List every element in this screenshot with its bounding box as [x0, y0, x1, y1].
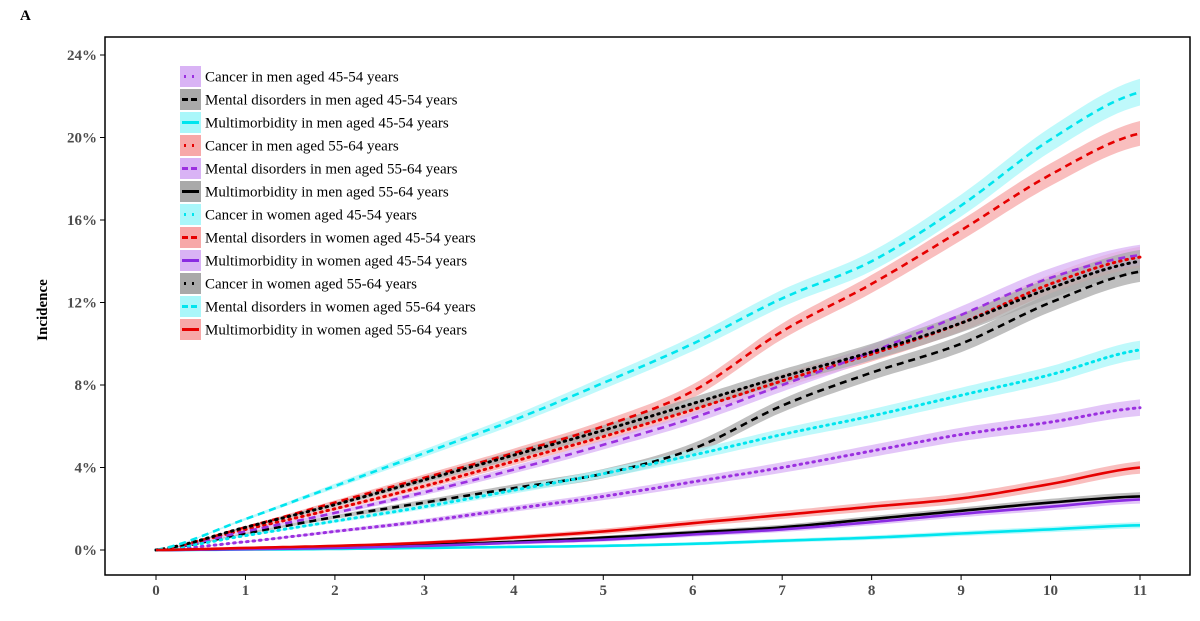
legend-label: Multimorbidity in women aged 55-64 years [205, 323, 467, 339]
series-lines [154, 90, 1142, 552]
legend: Cancer in men aged 45-54 years Mental dis… [180, 66, 476, 340]
legend-item: Multimorbidity in men aged 55-64 years [180, 181, 449, 202]
legend-label: Mental disorders in women aged 45-54 yea… [205, 231, 476, 247]
legend-label: Multimorbidity in men aged 55-64 years [205, 185, 449, 201]
x-tick-label: 7 [778, 583, 786, 599]
legend-item: Cancer in men aged 55-64 years [180, 135, 399, 156]
x-tick-label: 1 [242, 583, 250, 599]
x-tick-label: 6 [689, 583, 697, 599]
legend-item: Cancer in men aged 45-54 years [180, 66, 399, 87]
y-tick-label: 0% [75, 543, 98, 559]
line-cancer-in-women-aged-45-54-years [154, 348, 1142, 552]
legend-item: Mental disorders in men aged 45-54 years [180, 89, 458, 110]
legend-item: Mental disorders in men aged 55-64 years [180, 158, 458, 179]
legend-key-band [180, 158, 201, 179]
legend-item: Mental disorders in women aged 55-64 yea… [180, 296, 476, 317]
plot-frame [104, 36, 1191, 576]
legend-label: Mental disorders in women aged 55-64 yea… [205, 300, 476, 316]
legend-label: Cancer in men aged 55-64 years [205, 139, 399, 155]
legend-label: Mental disorders in men aged 45-54 years [205, 93, 458, 109]
line-mental-disorders-in-men-aged-55-64-years [155, 253, 1141, 552]
legend-label: Cancer in men aged 45-54 years [205, 70, 399, 86]
line-multimorbidity-in-women-aged-45-54-years [156, 498, 1141, 552]
legend-key-band [180, 135, 201, 156]
band-mental-disorders-in-men-aged-55-64-years [156, 244, 1140, 551]
y-tick-label: 8% [75, 378, 98, 394]
band-multimorbidity-in-women-aged-45-54-years [156, 495, 1140, 550]
legend-label: Multimorbidity in women aged 45-54 years [205, 254, 467, 270]
legend-key-band [180, 227, 201, 248]
legend-label: Cancer in women aged 45-54 years [205, 208, 417, 224]
line-cancer-in-men-aged-45-54-years [154, 406, 1142, 552]
y-tick-label: 20% [67, 131, 97, 147]
y-tick-label: 4% [75, 461, 98, 477]
line-cancer-in-women-aged-55-64-years [154, 259, 1142, 552]
legend-key-band [180, 89, 201, 110]
legend-key-band [180, 273, 201, 294]
y-tick-label: 16% [67, 213, 97, 229]
legend-item: Mental disorders in women aged 45-54 yea… [180, 227, 476, 248]
panel-label: A [20, 8, 31, 24]
legend-item: Multimorbidity in women aged 45-54 years [180, 250, 467, 271]
x-axis: 0 1 2 3 4 5 6 7 8 9 10 11 [152, 575, 1147, 599]
x-tick-label: 10 [1043, 583, 1058, 599]
legend-key-band [180, 204, 201, 225]
line-mental-disorders-in-women-aged-55-64-years [155, 90, 1141, 552]
legend-label: Mental disorders in men aged 55-64 years [205, 162, 458, 178]
x-tick-label: 5 [600, 583, 608, 599]
y-tick-label: 12% [67, 296, 97, 312]
legend-key-band [180, 66, 201, 87]
x-tick-label: 2 [331, 583, 339, 599]
x-tick-label: 4 [510, 583, 518, 599]
line-multimorbidity-in-women-aged-55-64-years [155, 466, 1141, 552]
legend-label: Multimorbidity in men aged 45-54 years [205, 116, 449, 132]
legend-item: Cancer in women aged 55-64 years [180, 273, 417, 294]
legend-item: Multimorbidity in women aged 55-64 years [180, 319, 467, 340]
x-tick-label: 11 [1133, 583, 1147, 599]
legend-label: Cancer in women aged 55-64 years [205, 277, 417, 293]
y-axis: 0% 4% 8% 12% 16% 20% 24% [67, 48, 105, 559]
line-mental-disorders-in-women-aged-45-54-years [155, 132, 1141, 552]
x-tick-label: 0 [152, 583, 160, 599]
y-axis-title: Incidence [35, 279, 51, 341]
x-tick-label: 9 [957, 583, 965, 599]
legend-key-band [180, 296, 201, 317]
x-tick-label: 3 [421, 583, 429, 599]
legend-item: Multimorbidity in men aged 45-54 years [180, 112, 449, 133]
legend-item: Cancer in women aged 45-54 years [180, 204, 417, 225]
x-tick-label: 8 [868, 583, 876, 599]
y-tick-label: 24% [67, 48, 97, 64]
